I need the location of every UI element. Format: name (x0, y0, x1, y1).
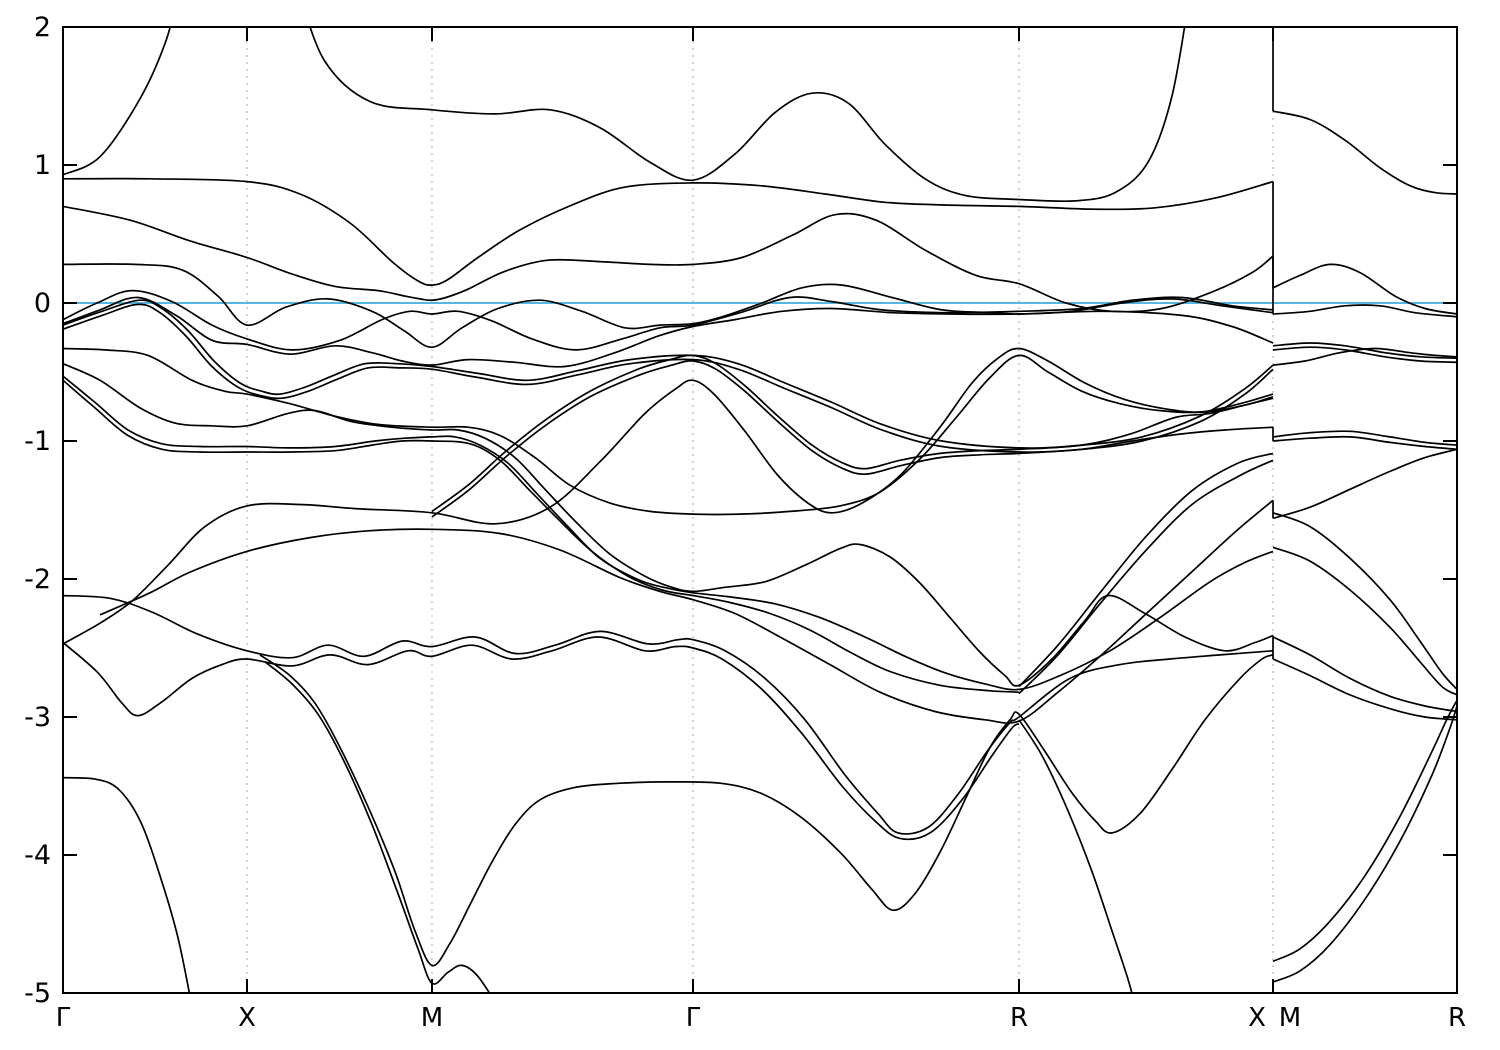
axis-ticks (62, 26, 1458, 994)
y-axis-label--2: -2 (24, 564, 51, 595)
y-axis-label-1: 1 (34, 150, 51, 181)
y-axis-label-2: 2 (34, 12, 51, 43)
band-curve-19 (63, 594, 1274, 835)
band-curve-8 (63, 299, 1274, 449)
y-axis-label--5: -5 (24, 978, 51, 1009)
k-point-label-0: Γ (56, 1003, 71, 1033)
band-curve-14 (63, 347, 1274, 645)
k-point-label-2: M (421, 1003, 443, 1033)
band-curve-7 (63, 296, 1274, 368)
band-curve-22 (264, 661, 491, 993)
band-curve-1 (63, 27, 172, 176)
y-axis-label--4: -4 (24, 840, 51, 871)
k-point-label-7: R (1448, 1003, 1466, 1033)
energy-bands (63, 27, 1457, 993)
band-curve-35 (1272, 511, 1457, 690)
band-curve-2 (309, 27, 1186, 203)
band-curve-6 (63, 289, 1274, 351)
band-curve-32 (1272, 430, 1457, 446)
band-curve-40 (1272, 705, 1457, 983)
band-curve-20 (63, 776, 191, 993)
band-curve-13 (431, 360, 1274, 518)
band-curve-29 (1272, 342, 1457, 360)
k-point-label-4: R (1010, 1003, 1028, 1033)
band-curve-9 (63, 303, 1274, 453)
k-point-label-1: X (238, 1003, 256, 1033)
axis-tick-labels: 210-1-2-3-4-5Γ X M Γ R X M R (24, 12, 1466, 1033)
band-curve-4 (63, 205, 1274, 313)
band-curve-21 (259, 654, 1274, 967)
y-axis-label--1: -1 (24, 426, 51, 457)
y-axis-label-0: 0 (34, 288, 51, 319)
band-curve-17 (99, 499, 1274, 724)
axes-frame (62, 26, 1458, 994)
band-curve-34 (1272, 448, 1457, 520)
k-point-label-3: Γ (686, 1003, 701, 1033)
k-point-label-6: M (1279, 1003, 1301, 1033)
band-curve-3 (63, 177, 1274, 286)
k-point-label-5: X (1248, 1003, 1266, 1033)
band-curve-27 (1272, 263, 1457, 315)
band-curve-33 (1272, 435, 1457, 451)
band-curve-11 (63, 362, 1274, 687)
y-axis-label--3: -3 (24, 702, 51, 733)
band-curve-12 (431, 354, 1274, 513)
band-curve-38 (1272, 658, 1457, 721)
band-curve-28 (1272, 304, 1457, 318)
band-curve-24 (1018, 459, 1274, 695)
band-curve-25 (1018, 719, 1133, 993)
band-curve-16 (63, 379, 1020, 694)
band-curve-37 (1272, 636, 1457, 713)
band-curve-31 (1272, 347, 1457, 366)
band-curve-36 (1272, 546, 1457, 696)
band-curve-23 (1018, 452, 1274, 688)
band-curve-5 (63, 263, 1274, 349)
band-curve-26 (1272, 110, 1457, 195)
band-curve-30 (1272, 346, 1457, 364)
plot-border (62, 26, 1458, 994)
band-curve-18 (63, 636, 1020, 841)
band-curve-10 (63, 347, 1274, 516)
band-curve-39 (1272, 699, 1457, 963)
